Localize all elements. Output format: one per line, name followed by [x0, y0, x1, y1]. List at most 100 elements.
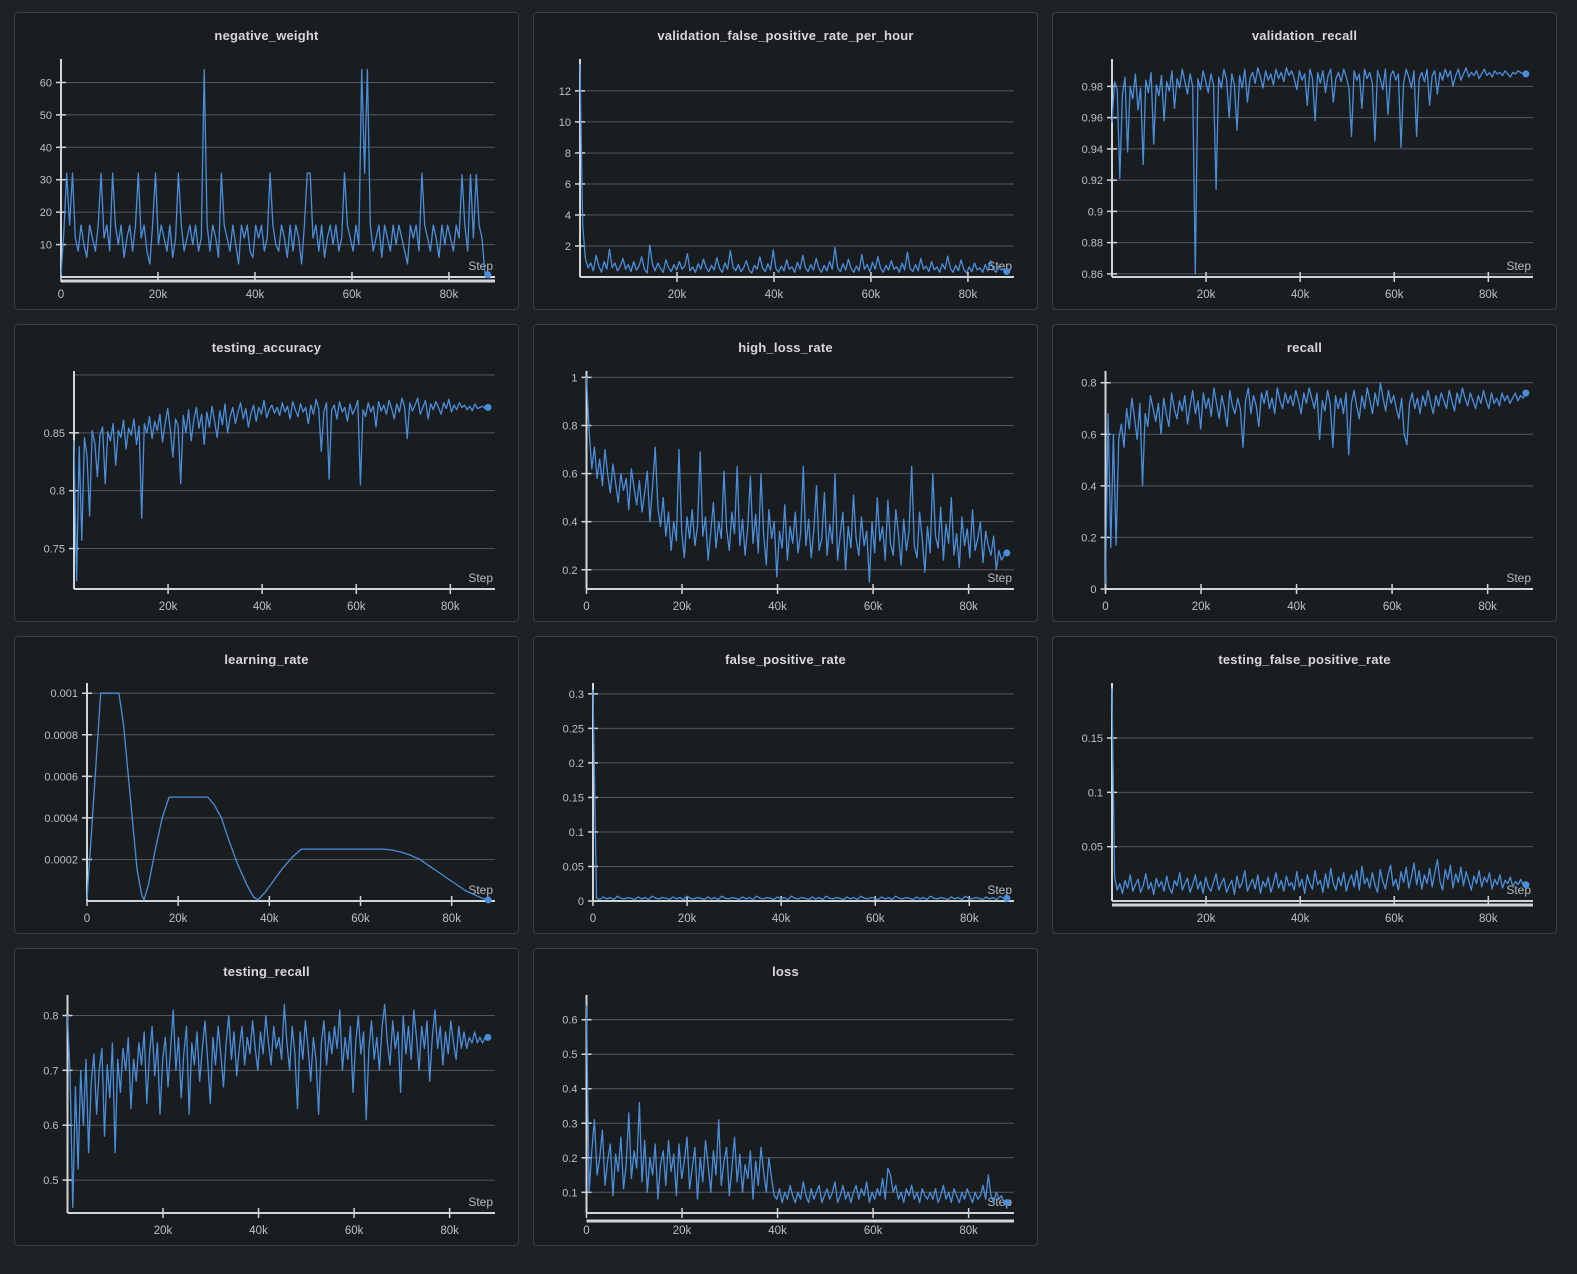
chart-title: recall: [1286, 340, 1323, 355]
y-tick-label: 0.2: [562, 1153, 577, 1165]
y-tick-label: 0.0002: [44, 854, 78, 866]
x-tick-label: 40k: [260, 913, 279, 925]
x-tick-label: 20k: [159, 601, 178, 613]
y-tick-label: 0.8: [562, 420, 577, 432]
x-tick-label: 0: [583, 1225, 589, 1237]
chart-title: testing_false_positive_rate: [1218, 652, 1391, 667]
y-tick-label: 50: [40, 110, 52, 122]
x-tick-label: 40k: [768, 1225, 787, 1237]
y-tick-label: 0.6: [1081, 429, 1096, 441]
series-line: [66, 1003, 489, 1209]
y-axis: 0.86 0.88 0.9 0.92 0.94 0.96 0.98: [1082, 59, 1117, 281]
x-tick-label: 80k: [1479, 289, 1498, 301]
x-tick-label: 60k: [864, 601, 883, 613]
x-axis: 20k 40k 60k 80k: [1112, 896, 1533, 925]
x-tick-label: 80k: [440, 289, 459, 301]
y-tick-label: 0.2: [1081, 532, 1096, 544]
y-tick-label: 40: [40, 142, 52, 154]
series-end-dot: [484, 896, 492, 904]
y-axis: 0.5 0.6 0.7 0.8: [43, 995, 73, 1213]
x-axis: 0 20k 40k 60k 80k: [84, 896, 495, 925]
chart-panel-validation_recall[interactable]: validation_recall 0.86 0.88 0.9 0.92 0.94 0.9…: [1052, 12, 1557, 310]
series-end-dot: [1003, 268, 1011, 276]
x-tick-label: 20k: [169, 913, 188, 925]
y-tick-label: 10: [40, 240, 52, 252]
x-tick-label: 20k: [1192, 601, 1211, 613]
y-tick-label: 0.0004: [44, 813, 78, 825]
x-tick-label: 80k: [959, 289, 978, 301]
x-tick-label: 80k: [441, 601, 460, 613]
chart-panel-testing_recall[interactable]: testing_recall 0.5 0.6 0.7 0.8 20k 40k 60k 80k S…: [14, 948, 519, 1246]
y-axis: 0.2 0.4 0.6 0.8 1: [562, 371, 592, 589]
chart-panel-negative_weight[interactable]: negative_weight 10 20 30 40 50 60 0 20k 40k 60k 80…: [14, 12, 519, 310]
series-end-dot: [1003, 549, 1011, 557]
y-axis: 10 20 30 40 50 60: [40, 59, 66, 277]
chart-plot[interactable]: 0.75 0.8 0.85 20k 40k 60k 80k Step: [26, 367, 507, 621]
y-tick-label: 0: [578, 896, 584, 908]
chart-title: validation_recall: [1251, 28, 1358, 43]
x-tick-label: 0: [1102, 601, 1108, 613]
chart-panel-validation_false_positive_rate_per_hour[interactable]: validation_false_positive_rate_per_hour …: [533, 12, 1038, 310]
y-tick-label: 0.05: [1082, 842, 1103, 854]
y-gridlines: [67, 1014, 495, 1181]
x-axis-step-label: Step: [468, 1195, 493, 1209]
y-axis: 0 0.05 0.1 0.15 0.2 0.25 0.3: [563, 683, 598, 908]
y-tick-label: 0.9: [1088, 206, 1103, 218]
y-tick-label: 0.0006: [44, 771, 78, 783]
y-tick-label: 0.3: [569, 689, 584, 701]
y-tick-label: 0.4: [562, 1084, 577, 1096]
chart-panel-testing_accuracy[interactable]: testing_accuracy 0.75 0.8 0.85 20k 40k 60k 80k…: [14, 324, 519, 622]
x-tick-label: 60k: [345, 1225, 364, 1237]
chart-title: learning_rate: [224, 652, 309, 667]
x-tick-label: 40k: [249, 1225, 268, 1237]
chart-panel-learning_rate[interactable]: learning_rate 0.0002 0.0004 0.0006 0.0008 0.…: [14, 636, 519, 934]
y-axis: 0.0002 0.0004 0.0006 0.0008 0.001: [44, 683, 92, 901]
chart-panel-testing_false_positive_rate[interactable]: testing_false_positive_rate 0.05 0.1 0.15 2…: [1052, 636, 1557, 934]
y-tick-label: 0.8: [50, 486, 65, 498]
chart-title: high_loss_rate: [738, 340, 833, 355]
x-axis-step-label: Step: [468, 571, 493, 585]
chart-plot[interactable]: 0 0.2 0.4 0.6 0.8 0 20k 40k 60k 80k Step: [1064, 367, 1545, 621]
y-gridlines: [74, 374, 495, 550]
x-tick-label: 20k: [678, 913, 697, 925]
x-tick-label: 0: [58, 289, 64, 301]
chart-title: false_positive_rate: [725, 652, 846, 667]
x-axis-step-label: Step: [468, 883, 493, 897]
chart-panel-recall[interactable]: recall 0 0.2 0.4 0.6 0.8 0 20k 40k 60k 80k Step: [1052, 324, 1557, 622]
chart-plot[interactable]: 0.5 0.6 0.7 0.8 20k 40k 60k 80k Step: [26, 991, 507, 1245]
series-line: [579, 63, 1008, 274]
x-axis: 20k 40k 60k 80k: [580, 272, 1014, 301]
series-line: [86, 692, 489, 901]
chart-panel-high_loss_rate[interactable]: high_loss_rate 0.2 0.4 0.6 0.8 1 0 20k 40k 60k 80…: [533, 324, 1038, 622]
x-tick-label: 80k: [960, 913, 979, 925]
y-tick-label: 0.4: [562, 517, 577, 529]
y-gridlines: [1112, 737, 1533, 848]
x-axis-step-label: Step: [1506, 571, 1531, 585]
x-tick-label: 40k: [768, 601, 787, 613]
chart-plot[interactable]: 0.2 0.4 0.6 0.8 1 0 20k 40k 60k 80k Step: [545, 367, 1026, 621]
x-tick-label: 80k: [959, 1225, 978, 1237]
chart-plot[interactable]: 0.86 0.88 0.9 0.92 0.94 0.96 0.98 20k 40k 60k 80k S…: [1064, 55, 1545, 309]
chart-plot[interactable]: 0.0002 0.0004 0.0006 0.0008 0.001 0 20k 40k 60k 8…: [26, 679, 507, 933]
chart-panel-false_positive_rate[interactable]: false_positive_rate 0 0.05 0.1 0.15 0.2 0.25 0…: [533, 636, 1038, 934]
chart-plot[interactable]: 0 0.05 0.1 0.15 0.2 0.25 0.3 0 20k 40k 60k 80k Step: [545, 679, 1026, 933]
y-gridlines: [593, 693, 1014, 902]
x-tick-label: 80k: [1478, 601, 1497, 613]
x-tick-label: 20k: [154, 1225, 173, 1237]
series-end-dot: [484, 1033, 492, 1041]
y-tick-label: 0.8: [1081, 378, 1096, 390]
x-axis: 20k 40k 60k 80k: [74, 584, 495, 613]
x-tick-label: 40k: [253, 601, 272, 613]
y-tick-label: 0.86: [1082, 269, 1103, 281]
chart-plot[interactable]: 10 20 30 40 50 60 0 20k 40k 60k 80k Step: [26, 55, 507, 309]
chart-panel-loss[interactable]: loss 0.1 0.2 0.3 0.4 0.5 0.6 0 20k 40k 60k 80k Step: [533, 948, 1038, 1246]
chart-title: validation_false_positive_rate_per_hour: [657, 28, 914, 43]
y-axis: 0.75 0.8 0.85: [44, 371, 79, 589]
y-tick-label: 0.2: [569, 758, 584, 770]
x-tick-label: 40k: [765, 289, 784, 301]
y-tick-label: 0.94: [1082, 144, 1103, 156]
